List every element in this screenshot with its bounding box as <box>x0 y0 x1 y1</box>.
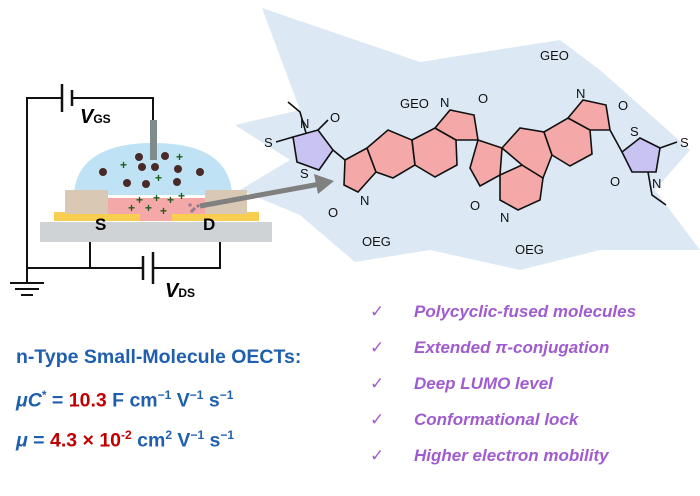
svg-text:O: O <box>610 174 620 189</box>
check-icon: ✓ <box>370 446 385 465</box>
zoom-arrow <box>199 174 334 209</box>
svg-text:O: O <box>618 98 628 113</box>
svg-text:S: S <box>264 135 273 150</box>
svg-text:GEO: GEO <box>540 48 569 63</box>
svg-text:GEO: GEO <box>400 96 429 111</box>
volumetric-capacitance-product: μC* = 10.3 F cm−1 V−1 s−1 <box>16 388 234 412</box>
svg-text:S: S <box>300 166 309 181</box>
svg-text:+: + <box>136 193 143 207</box>
mobility-value: μ = 4.3 × 10-2 cm2 V−1 s−1 <box>16 428 235 452</box>
svg-text:O: O <box>478 91 488 106</box>
svg-text:N: N <box>576 86 585 101</box>
svg-text:O: O <box>328 205 338 220</box>
feature-item: ✓ Higher electron mobility <box>370 446 609 465</box>
svg-text:S: S <box>630 124 639 139</box>
svg-text:OEG: OEG <box>362 234 391 249</box>
encapsulation-left <box>65 190 108 214</box>
svg-text:+: + <box>153 191 160 205</box>
svg-text:+: + <box>178 189 185 203</box>
svg-text:S: S <box>680 135 689 150</box>
vds-label: VDS <box>165 280 195 302</box>
drain-label: D <box>203 215 215 234</box>
check-icon: ✓ <box>370 410 385 429</box>
thiazolidine-ring-left <box>292 129 334 171</box>
anions <box>99 152 204 188</box>
svg-text:N: N <box>652 176 661 191</box>
svg-text:N: N <box>360 193 369 208</box>
svg-text:+: + <box>128 201 135 215</box>
oect-device: +++ + + + + + + + S D VGS VDS <box>40 106 272 302</box>
feature-item: ✓ Conformational lock <box>370 410 579 429</box>
svg-text:OEG: OEG <box>515 242 544 257</box>
feature-item: ✓ Polycyclic-fused molecules <box>370 302 637 321</box>
oect-title: n-Type Small-Molecule OECTs: <box>16 346 302 368</box>
molecule-structure: N O S S O N OEG GEO N O N OEG O GEO N O … <box>264 48 689 257</box>
vgs-label: VGS <box>80 106 111 128</box>
svg-text:+: + <box>160 204 167 218</box>
svg-text:N: N <box>440 95 449 110</box>
thiazolidine-ring-right <box>620 137 661 173</box>
svg-text:+: + <box>176 150 183 164</box>
feature-item: ✓ Extended π-conjugation <box>370 338 610 357</box>
svg-text:+: + <box>145 201 152 215</box>
svg-text:N: N <box>500 210 509 225</box>
svg-text:O: O <box>470 198 480 213</box>
svg-text:+: + <box>155 171 162 185</box>
cations: +++ + + + + + + + <box>120 150 185 218</box>
svg-text:O: O <box>330 110 340 125</box>
check-icon: ✓ <box>370 302 385 321</box>
svg-text:N: N <box>300 116 309 131</box>
svg-text:+: + <box>120 158 127 172</box>
svg-text:+: + <box>167 193 174 207</box>
check-icon: ✓ <box>370 374 385 393</box>
substrate <box>40 222 272 242</box>
gate-electrode <box>150 120 157 160</box>
circuit <box>10 84 221 296</box>
check-icon: ✓ <box>370 338 385 357</box>
feature-item: ✓ Deep LUMO level <box>370 374 553 393</box>
channel <box>108 198 206 214</box>
source-label: S <box>95 215 106 234</box>
